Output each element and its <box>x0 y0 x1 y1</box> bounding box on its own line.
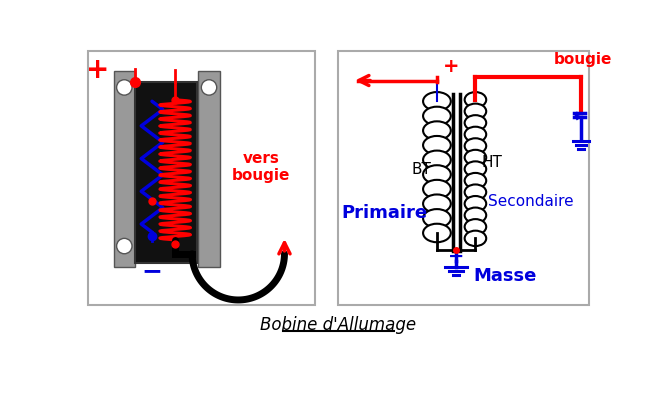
Text: Masse: Masse <box>473 267 537 285</box>
Ellipse shape <box>423 224 451 242</box>
Ellipse shape <box>465 196 486 211</box>
Bar <box>114 70 135 267</box>
Ellipse shape <box>423 150 451 169</box>
Ellipse shape <box>465 150 486 165</box>
Ellipse shape <box>423 121 451 140</box>
Text: Primaire: Primaire <box>342 204 428 222</box>
Bar <box>338 51 590 305</box>
Circle shape <box>202 80 217 95</box>
Bar <box>135 82 197 263</box>
Bar <box>198 70 220 267</box>
Ellipse shape <box>465 173 486 188</box>
Ellipse shape <box>465 127 486 142</box>
Circle shape <box>116 80 132 95</box>
Ellipse shape <box>423 209 451 228</box>
Ellipse shape <box>465 231 486 246</box>
Ellipse shape <box>465 103 486 119</box>
Text: Secondaire: Secondaire <box>488 194 574 209</box>
Ellipse shape <box>423 165 451 184</box>
Text: vers
bougie: vers bougie <box>232 150 291 183</box>
Ellipse shape <box>465 162 486 177</box>
Ellipse shape <box>465 138 486 154</box>
Text: Bobine d'Allumage: Bobine d'Allumage <box>260 316 416 334</box>
Bar <box>88 51 315 305</box>
Text: −: − <box>141 259 163 283</box>
Ellipse shape <box>465 184 486 200</box>
Circle shape <box>116 238 132 254</box>
Text: +: + <box>87 56 110 85</box>
Ellipse shape <box>465 219 486 235</box>
Text: bougie: bougie <box>554 53 612 67</box>
Text: −: − <box>448 246 465 265</box>
Ellipse shape <box>465 92 486 107</box>
Ellipse shape <box>465 115 486 131</box>
Ellipse shape <box>423 107 451 125</box>
Text: HT: HT <box>482 155 503 170</box>
Text: BT: BT <box>412 162 432 177</box>
Ellipse shape <box>423 180 451 198</box>
Ellipse shape <box>423 194 451 213</box>
Ellipse shape <box>465 207 486 223</box>
Ellipse shape <box>423 136 451 154</box>
Text: +: + <box>443 57 459 76</box>
Ellipse shape <box>423 92 451 111</box>
